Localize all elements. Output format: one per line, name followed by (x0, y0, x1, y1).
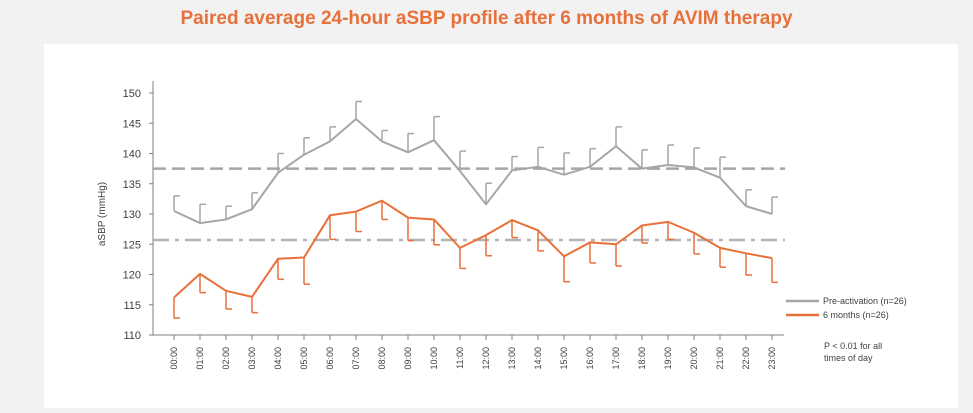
x-tick-label: 16:00 (585, 347, 595, 370)
x-tick-label: 14:00 (533, 347, 543, 370)
six-months-line (173, 199, 773, 299)
y-tick-label: 110 (123, 330, 141, 342)
x-tick-label: 06:00 (325, 347, 335, 370)
x-tick-label: 00:00 (169, 347, 179, 370)
y-tick-label: 135 (123, 179, 141, 191)
mean-lines (153, 167, 785, 242)
pre-activation-line (173, 118, 773, 225)
x-tick-label: 15:00 (559, 347, 569, 370)
x-tick-label: 01:00 (195, 347, 205, 370)
axes: 110 115 120 125 130 135 140 145 150 aSBP (mmHg) 00… (97, 81, 784, 370)
x-tick-label: 09:00 (403, 347, 413, 370)
x-tick-label: 21:00 (715, 347, 725, 370)
error-bars (173, 100, 778, 319)
line-chart: 110 115 120 125 130 135 140 145 150 aSBP (mmHg) 00… (97, 81, 907, 370)
x-tick-label: 13:00 (507, 347, 517, 370)
y-tick-label: 120 (123, 270, 141, 282)
y-tick-label: 115 (123, 300, 141, 312)
x-tick-label: 05:00 (299, 347, 309, 370)
y-tick-label: 140 (123, 149, 141, 161)
x-tick-label: 20:00 (689, 347, 699, 370)
x-tick-label: 11:00 (455, 347, 465, 369)
chart-panel: 110 115 120 125 130 135 140 145 150 aSBP (mmHg) 00… (44, 44, 958, 408)
y-tick-label: 125 (123, 239, 141, 251)
x-tick-label: 22:00 (741, 347, 751, 370)
legend-label-six-months: 6 months (n=26) (823, 310, 889, 320)
x-tick-label: 02:00 (221, 347, 231, 370)
y-tick-label: 145 (123, 118, 141, 130)
x-tick-label: 07:00 (351, 347, 361, 370)
chart-title: Paired average 24-hour aSBP profile afte… (180, 8, 793, 29)
x-tick-label: 23:00 (767, 347, 777, 370)
significance-note-line1: P < 0.01 for all (824, 341, 882, 351)
legend-label-pre-activation: Pre-activation (n=26) (823, 296, 907, 306)
x-tick-label: 10:00 (429, 347, 439, 370)
x-tick-label: 08:00 (377, 347, 387, 370)
x-tick-label: 12:00 (481, 347, 491, 370)
x-tick-label: 04:00 (273, 347, 283, 370)
significance-note-line2: times of day (824, 353, 873, 363)
x-tick-label: 17:00 (611, 347, 621, 370)
y-tick-label: 150 (123, 88, 141, 100)
y-axis-label: aSBP (mmHg) (97, 182, 108, 246)
y-tick-label: 130 (123, 209, 141, 221)
x-tick-label: 19:00 (663, 347, 673, 370)
x-tick-label: 18:00 (637, 347, 647, 370)
x-tick-label: 03:00 (247, 347, 257, 370)
series-lines (173, 118, 773, 299)
legend: Pre-activation (n=26) 6 months (n=26) (786, 296, 907, 320)
